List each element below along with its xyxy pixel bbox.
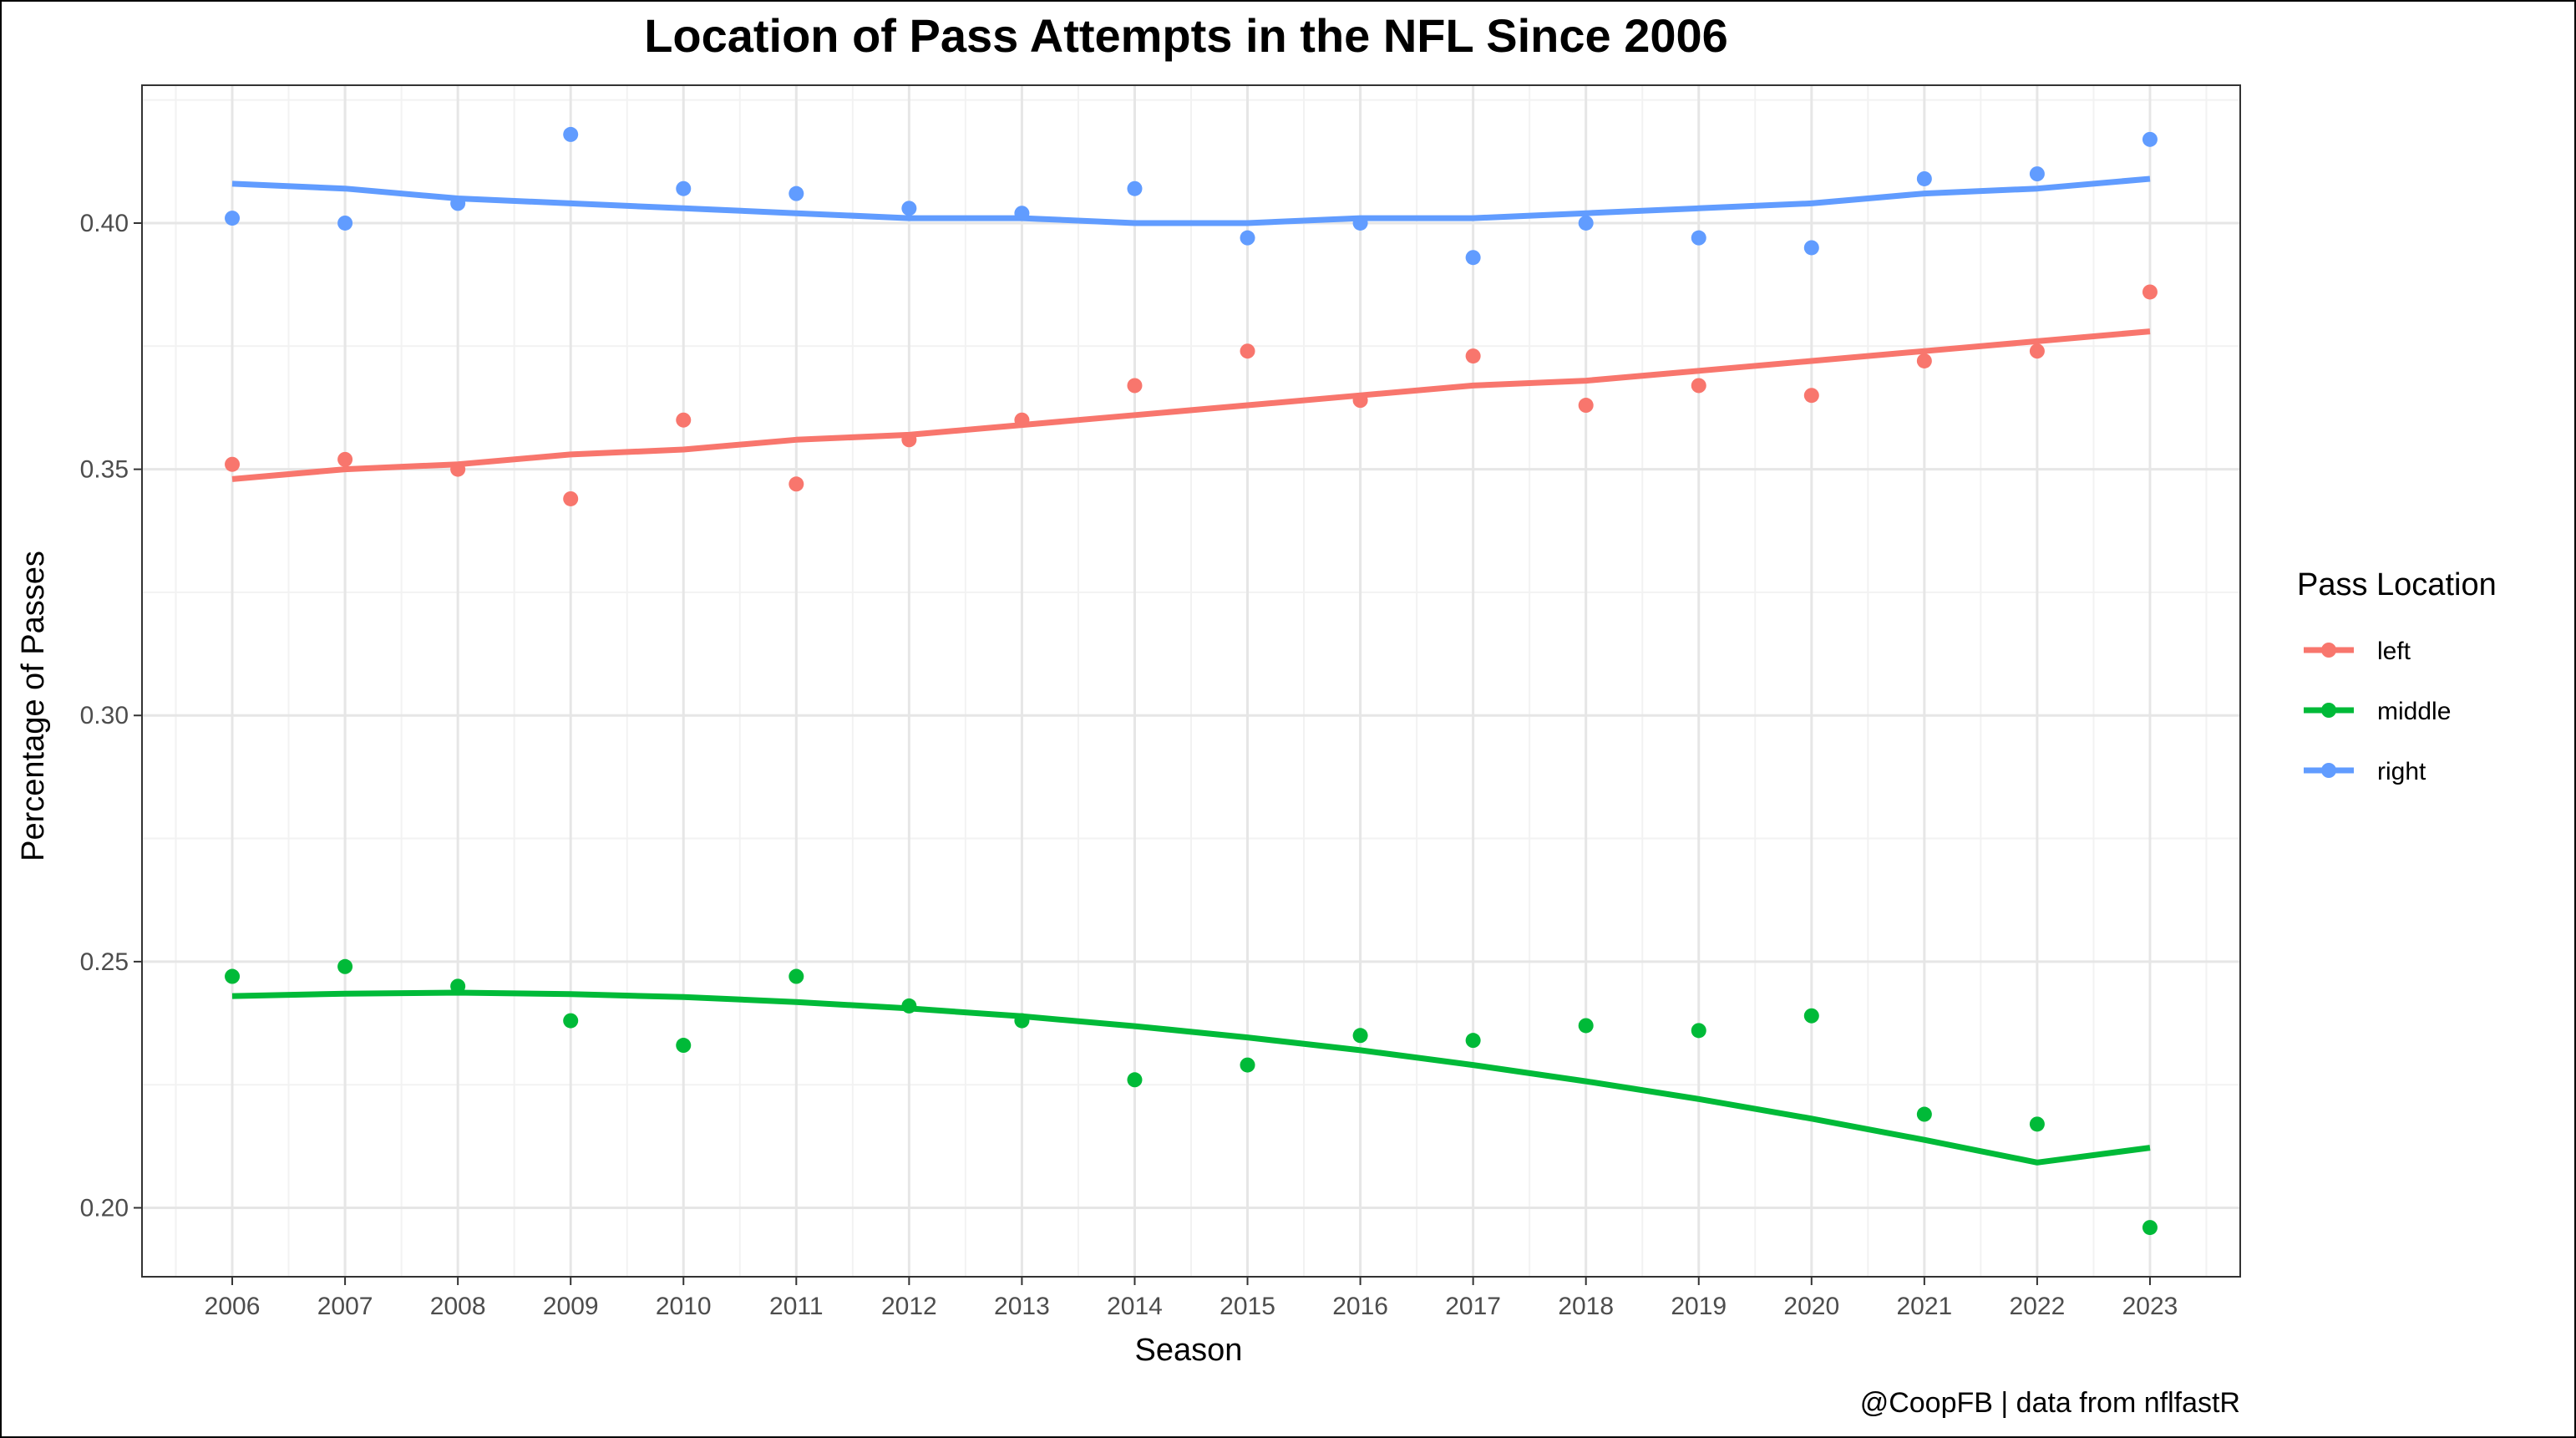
point-left [1691, 378, 1706, 394]
caption: @CoopFB | data from nflfastR [1860, 1387, 2240, 1419]
point-middle [1352, 1028, 1368, 1044]
x-tick-label: 2007 [317, 1293, 373, 1320]
legend-key-point-left [2321, 643, 2336, 658]
point-right [1803, 240, 1819, 256]
x-tick-label: 2010 [656, 1293, 712, 1320]
point-left [2142, 284, 2158, 300]
point-left [1916, 353, 1932, 368]
legend-label-left: left [2377, 638, 2411, 665]
point-right [225, 211, 241, 226]
x-tick-label: 2018 [1558, 1293, 1614, 1320]
x-tick-label: 2022 [2010, 1293, 2066, 1320]
point-middle [1578, 1018, 1594, 1034]
point-middle [1465, 1033, 1481, 1049]
point-right [1240, 230, 1255, 246]
point-right [2142, 131, 2158, 147]
x-tick-label: 2009 [543, 1293, 599, 1320]
point-middle [1916, 1106, 1932, 1122]
point-left [901, 432, 917, 448]
point-middle [1691, 1023, 1706, 1039]
point-left [676, 412, 692, 428]
point-right [676, 180, 692, 196]
point-middle [1803, 1008, 1819, 1024]
legend-label-middle: middle [2377, 698, 2451, 725]
point-middle [337, 958, 353, 974]
x-tick-label: 2019 [1671, 1293, 1727, 1320]
y-tick-label: 0.35 [80, 456, 129, 484]
axes: 0.20 0.25 0.30 0.35 0.40 2006 2007 2008 2009 2010… [80, 84, 2241, 1320]
x-tick-label: 2014 [1107, 1293, 1163, 1320]
point-left [789, 476, 804, 492]
point-right [563, 126, 579, 142]
point-right [1465, 250, 1481, 266]
point-middle [1014, 1013, 1030, 1029]
point-right [789, 185, 804, 201]
legend-key-point-right [2321, 763, 2336, 778]
x-tick-label: 2006 [205, 1293, 261, 1320]
legend-label-right: right [2377, 758, 2426, 785]
point-left [1014, 412, 1030, 428]
trend-line-right [231, 175, 2151, 226]
point-middle [450, 978, 466, 994]
point-left [563, 490, 579, 506]
trend-lines [231, 175, 2151, 1166]
point-left [2029, 343, 2045, 359]
point-right [2029, 166, 2045, 182]
x-tick-label: 2015 [1220, 1293, 1275, 1320]
legend: Pass Location left middle right [2297, 567, 2497, 785]
point-left [1127, 378, 1143, 394]
x-axis-title: Season [1135, 1333, 1243, 1368]
x-tick-label: 2016 [1332, 1293, 1388, 1320]
grid-lines [142, 85, 2240, 1277]
y-tick-label: 0.40 [80, 210, 129, 237]
x-tick-label: 2012 [881, 1293, 937, 1320]
point-middle [1127, 1072, 1143, 1088]
point-middle [789, 968, 804, 984]
point-middle [2142, 1220, 2158, 1236]
x-tick-label: 2021 [1896, 1293, 1952, 1320]
point-middle [2029, 1116, 2045, 1132]
legend-key-point-middle [2321, 703, 2336, 718]
trend-line-middle [231, 989, 2151, 1166]
point-right [1352, 215, 1368, 231]
trend-line-left [231, 328, 2151, 482]
chart-title: Location of Pass Attempts in the NFL Sin… [644, 9, 1728, 62]
y-tick-label: 0.30 [80, 702, 129, 729]
x-tick-label: 2011 [769, 1293, 824, 1320]
point-right [1691, 230, 1706, 246]
panel-border [141, 84, 2241, 1278]
point-left [1578, 398, 1594, 414]
point-right [337, 215, 353, 231]
legend-title: Pass Location [2297, 567, 2497, 602]
point-middle [901, 998, 917, 1014]
point-left [1465, 348, 1481, 364]
point-left [1240, 343, 1255, 359]
point-left [225, 456, 241, 472]
point-middle [1240, 1057, 1255, 1073]
point-right [1578, 215, 1594, 231]
point-middle [676, 1038, 692, 1054]
point-middle [225, 968, 241, 984]
point-right [1014, 206, 1030, 221]
point-left [1352, 393, 1368, 409]
point-middle [563, 1013, 579, 1029]
point-right [1127, 180, 1143, 196]
point-right [450, 196, 466, 211]
x-tick-label: 2020 [1783, 1293, 1839, 1320]
point-left [1803, 388, 1819, 404]
point-right [901, 201, 917, 216]
y-tick-label: 0.25 [80, 948, 129, 976]
point-left [337, 451, 353, 467]
data-points [225, 126, 2158, 1236]
y-axis-title: Percentage of Passes [16, 551, 51, 861]
point-left [450, 461, 466, 477]
y-tick-label: 0.20 [80, 1195, 129, 1222]
x-tick-label: 2013 [994, 1293, 1050, 1320]
x-tick-label: 2017 [1445, 1293, 1501, 1320]
x-tick-label: 2008 [430, 1293, 486, 1320]
x-tick-label: 2023 [2122, 1293, 2178, 1320]
point-right [1916, 170, 1932, 186]
